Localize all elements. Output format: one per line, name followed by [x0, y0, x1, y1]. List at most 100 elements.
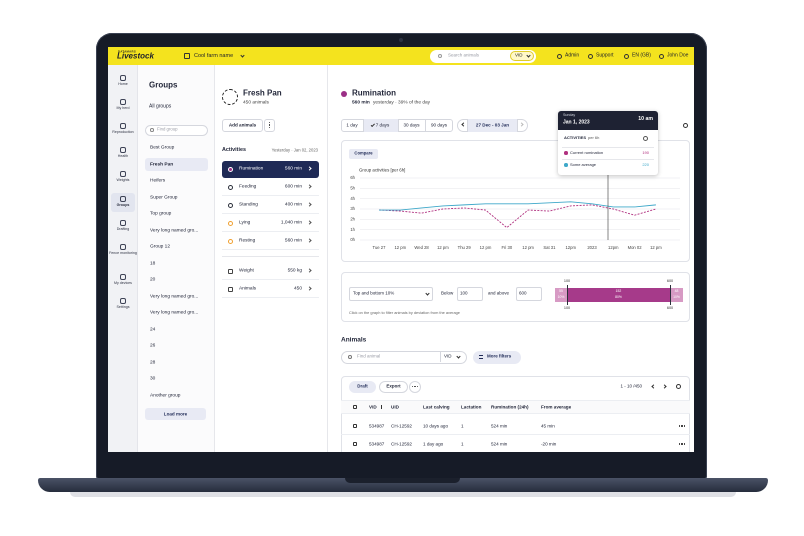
metric-label: Weight	[239, 268, 254, 274]
metric-row[interactable]	[222, 263, 319, 280]
group-item[interactable]: Another group	[150, 392, 181, 398]
group-item[interactable]: 26	[150, 343, 156, 349]
tooltip-separator	[562, 158, 654, 160]
chevron-icon	[661, 383, 667, 389]
filter-select[interactable]	[349, 287, 433, 301]
animal-search[interactable]	[341, 350, 467, 364]
date-next[interactable]	[517, 118, 528, 132]
activity-row[interactable]	[222, 233, 319, 250]
all-groups[interactable]: All groups	[149, 103, 172, 110]
nav-label[interactable]: Drafting	[116, 227, 130, 231]
pagination: 1 - 10 /450	[620, 383, 642, 389]
date-prev[interactable]	[457, 118, 468, 132]
group-item[interactable]: Very long named gro...	[150, 293, 199, 299]
column-header[interactable]: Lactation	[461, 404, 482, 410]
top-link[interactable]: Admin	[565, 52, 580, 59]
top-link[interactable]: John Doe	[667, 52, 689, 59]
above-input[interactable]	[516, 287, 542, 301]
farm-name[interactable]: Cool farm name	[194, 52, 234, 59]
nav-label[interactable]: Weights	[116, 178, 130, 182]
more-filters-button[interactable]	[473, 350, 521, 364]
group-item[interactable]: Fresh Pan	[150, 161, 174, 167]
range-label[interactable]: 7 days	[375, 122, 390, 128]
activity-row[interactable]	[222, 179, 319, 196]
brand-small: DATAMARS	[118, 48, 136, 53]
range-label[interactable]: 30 days	[403, 122, 420, 128]
nav-label[interactable]: Reproduction	[112, 130, 134, 134]
column-header[interactable]: Last calving	[423, 404, 450, 410]
export-button[interactable]	[379, 380, 408, 393]
below-input[interactable]	[457, 287, 483, 301]
range-button[interactable]	[425, 118, 453, 132]
activity-row[interactable]	[222, 215, 319, 232]
dot-icon	[268, 126, 271, 128]
group-item[interactable]: Group 12	[150, 244, 171, 250]
group-item[interactable]: 24	[150, 326, 156, 332]
group-item[interactable]: Very long named gro...	[150, 310, 199, 316]
group-item[interactable]: Very long named gro...	[150, 227, 199, 233]
nav-label[interactable]: Home	[118, 82, 128, 86]
add-animals-button[interactable]	[222, 118, 263, 132]
activity-row[interactable]	[222, 160, 319, 178]
group-item[interactable]: 18	[150, 260, 156, 266]
nav-label[interactable]: Groups	[116, 203, 130, 207]
table-row[interactable]	[341, 417, 690, 435]
icon	[353, 442, 357, 446]
group-item[interactable]: Super Group	[150, 194, 178, 200]
icon	[120, 220, 126, 226]
chevron-icon	[424, 290, 430, 296]
nav-label[interactable]: Health	[117, 154, 129, 158]
draft-label[interactable]: Draft	[357, 383, 368, 389]
metric-row[interactable]	[222, 281, 319, 298]
icon	[675, 384, 681, 389]
top-link[interactable]: EN (GB)	[632, 52, 651, 59]
load-more-label[interactable]: Load more	[163, 411, 188, 417]
column-header[interactable]: VID	[369, 404, 377, 410]
animal-search-field[interactable]: VID	[444, 353, 452, 359]
group-item[interactable]: 20	[150, 277, 156, 283]
filter-mode[interactable]: Top and bottom 10%	[353, 290, 395, 296]
column-header[interactable]: From average	[541, 404, 572, 410]
range-label[interactable]: 1 day	[346, 122, 358, 128]
group-item[interactable]: Best Group	[150, 145, 175, 151]
distribution-segment[interactable]	[567, 288, 670, 302]
table-more-button[interactable]	[409, 380, 421, 393]
laptop-notch	[345, 478, 460, 483]
activity-row[interactable]	[222, 197, 319, 214]
nav-label[interactable]: My herd	[116, 106, 130, 110]
icon	[120, 274, 126, 280]
segment-share: 80%	[615, 294, 622, 299]
search-box[interactable]	[430, 49, 536, 63]
add-animals-label[interactable]: Add animals	[228, 122, 257, 128]
compare-button[interactable]	[349, 149, 378, 159]
nav-label[interactable]: Settings	[116, 305, 130, 309]
date-range[interactable]	[468, 118, 517, 132]
distribution-segment[interactable]	[670, 288, 683, 302]
more-button[interactable]	[264, 118, 275, 132]
group-search[interactable]	[145, 124, 208, 136]
export-label[interactable]: Export	[386, 383, 401, 389]
search-field[interactable]	[510, 51, 534, 61]
draft-button[interactable]	[349, 380, 376, 393]
nav-label[interactable]: My devices	[114, 281, 132, 285]
group-item[interactable]: 28	[150, 359, 156, 365]
column-header[interactable]: UID	[391, 404, 399, 410]
load-more-button[interactable]	[145, 408, 206, 420]
icon	[682, 122, 688, 128]
group-item[interactable]: 30	[150, 376, 156, 382]
group-item[interactable]: Heifers	[150, 178, 166, 184]
top-link[interactable]: Support	[596, 52, 614, 59]
x-tick-label: 12 pm	[394, 245, 406, 250]
icon	[184, 53, 190, 59]
group-item[interactable]: Top group	[150, 211, 172, 217]
distribution-segment[interactable]	[555, 288, 567, 302]
nav-label[interactable]: Fence monitoring	[109, 251, 137, 255]
range-button[interactable]	[363, 118, 398, 132]
activity-value: 600 min	[284, 184, 302, 190]
column-header[interactable]: Rumination (24h)	[491, 404, 529, 410]
range-button[interactable]	[398, 118, 425, 132]
compare-label[interactable]: Compare	[354, 150, 373, 156]
range-label[interactable]: 90 days	[430, 122, 448, 128]
